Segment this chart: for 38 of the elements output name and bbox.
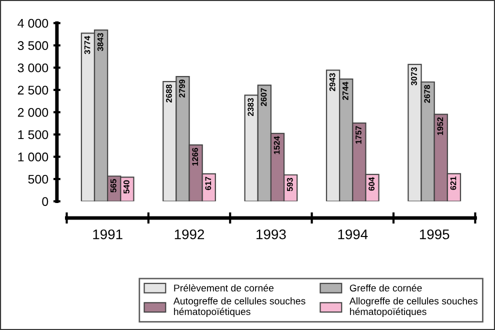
data-label: 3073 [411,67,417,86]
y-tick-label: 3 000 [18,63,48,72]
y-tick-label: 0 [42,197,48,206]
data-label: 3774 [84,36,90,54]
data-label: 2744 [342,82,348,100]
y-tick-label: 1 500 [18,130,48,140]
y-tick-label: 2 000 [18,108,48,117]
data-label: 3843 [97,33,104,52]
data-label: 593 [286,178,293,192]
legend-label: Autogreffe de cellules souches hématopoïétiques [173,297,306,317]
data-label: 2688 [166,84,172,102]
data-label: 2607 [260,88,267,106]
x-tick-label: 1993 [256,229,286,240]
y-tick-label: 1 000 [18,152,48,162]
data-label: 540 [124,180,130,194]
y-tick-label: 4 000 [18,18,48,28]
legend-label: Greffe de cornée [350,284,422,292]
data-label: 1952 [437,117,444,136]
y-tick-label: 2 500 [18,86,48,95]
data-label: 2943 [329,73,336,92]
data-label: 604 [368,177,374,191]
data-label: 2383 [248,98,254,116]
data-label: 617 [205,176,212,190]
data-label: 1266 [192,148,198,166]
x-tick-label: 1995 [420,229,450,240]
data-label: 2799 [179,80,185,98]
data-label: 1757 [356,126,362,144]
y-tick-label: 500 [28,174,48,184]
data-label: 2678 [424,84,430,103]
y-tick-label: 3 500 [18,41,48,50]
data-label: 1524 [274,136,280,154]
data-label: 621 [450,176,456,190]
data-label: 565 [110,179,116,192]
x-tick-label: 1991 [93,229,122,240]
legend-label: Prélèvement de cornée [174,284,274,292]
x-tick-label: 1994 [338,229,368,240]
legend-label: Allogreffe de cellules souches hématopoïétiques [349,297,478,317]
x-tick-label: 1992 [174,229,204,240]
